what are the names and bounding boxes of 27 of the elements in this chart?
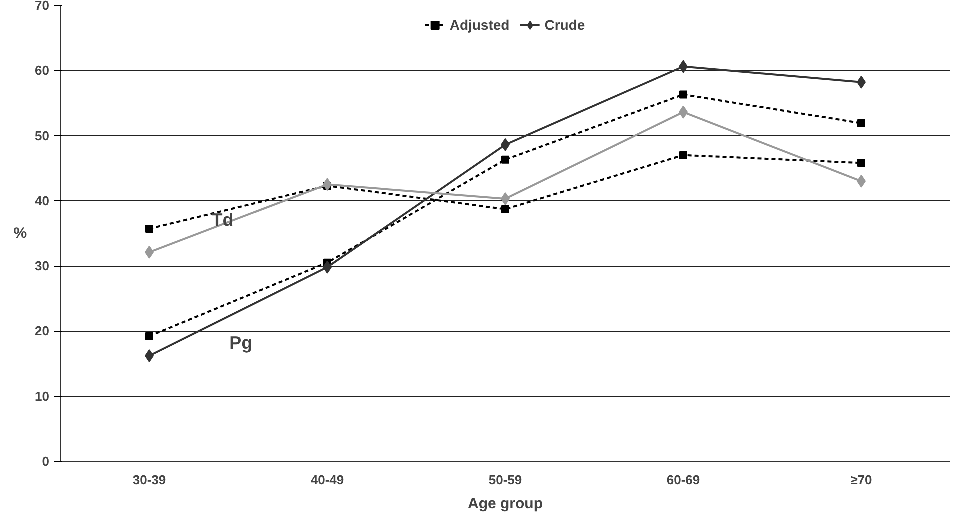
y-tick-label: 70	[35, 0, 50, 13]
y-tick-label: 0	[42, 454, 50, 469]
point	[502, 156, 510, 164]
y-tick-label: 10	[35, 388, 50, 404]
legend-label: Adjusted	[450, 17, 510, 33]
y-axis-title: %	[14, 225, 28, 242]
legend-label: Crude	[544, 17, 586, 33]
x-tick-label: 50-59	[488, 472, 522, 488]
point	[502, 205, 510, 214]
point	[146, 332, 154, 340]
x-tick-label: 40-49	[310, 472, 344, 488]
point	[858, 119, 866, 128]
y-tick-label: 30	[35, 258, 50, 274]
point	[858, 159, 866, 168]
point	[680, 90, 688, 99]
point	[680, 151, 688, 160]
x-tick-label: 60-69	[666, 472, 700, 488]
y-tick-label: 50	[35, 128, 50, 144]
y-tick-label: 60	[35, 63, 50, 78]
y-tick-label: 20	[35, 324, 50, 339]
annotation: Pg	[230, 332, 253, 353]
x-tick-label: 30-39	[132, 472, 166, 488]
x-axis-title: Age group	[468, 496, 544, 512]
point	[146, 224, 154, 233]
y-tick-label: 40	[35, 193, 50, 208]
annotation: Td	[212, 210, 234, 230]
x-tick-label: ≥70	[850, 472, 872, 488]
